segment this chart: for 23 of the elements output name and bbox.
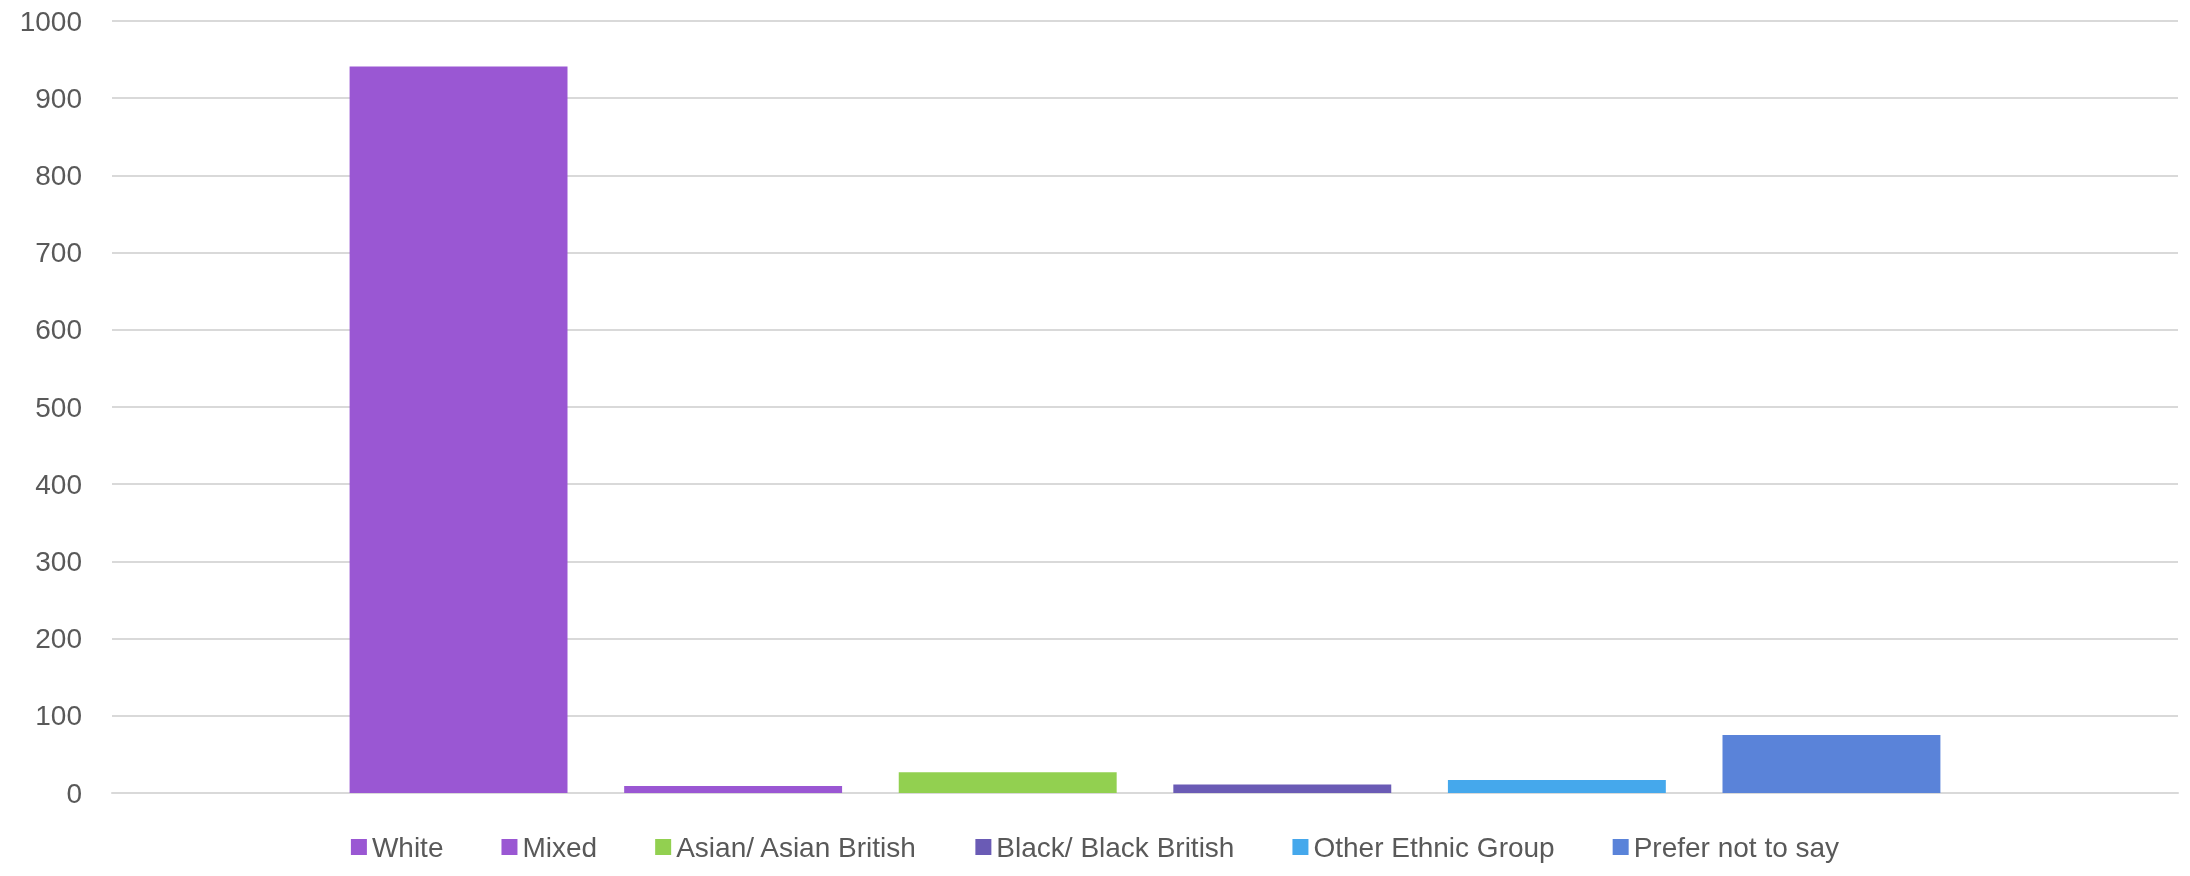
- legend-label: Black/ Black British: [996, 831, 1235, 863]
- bar: [1173, 784, 1392, 793]
- y-tick-label: 700: [35, 237, 82, 269]
- bar: [1722, 735, 1941, 793]
- legend-label: Prefer not to say: [1633, 831, 1840, 863]
- bar: [349, 66, 568, 793]
- bar: [1447, 779, 1666, 793]
- legend-label: Asian/ Asian British: [676, 831, 916, 863]
- legend-label: Mixed: [522, 831, 598, 863]
- y-tick-label: 200: [35, 623, 82, 655]
- y-tick-label: 100: [35, 700, 82, 732]
- y-tick-label: 600: [35, 314, 82, 346]
- y-tick-label: 900: [35, 82, 82, 114]
- y-tick-label: 300: [35, 545, 82, 577]
- legend-label: Other Ethnic Group: [1313, 831, 1555, 863]
- bar: [898, 772, 1117, 793]
- legend-label: White: [371, 831, 444, 863]
- y-tick-label: 400: [35, 468, 82, 500]
- y-tick-label: 500: [35, 391, 82, 423]
- y-tick-label: 1000: [19, 5, 82, 37]
- bar: [624, 786, 843, 793]
- y-tick-label: 0: [66, 777, 82, 809]
- y-tick-label: 800: [35, 159, 82, 191]
